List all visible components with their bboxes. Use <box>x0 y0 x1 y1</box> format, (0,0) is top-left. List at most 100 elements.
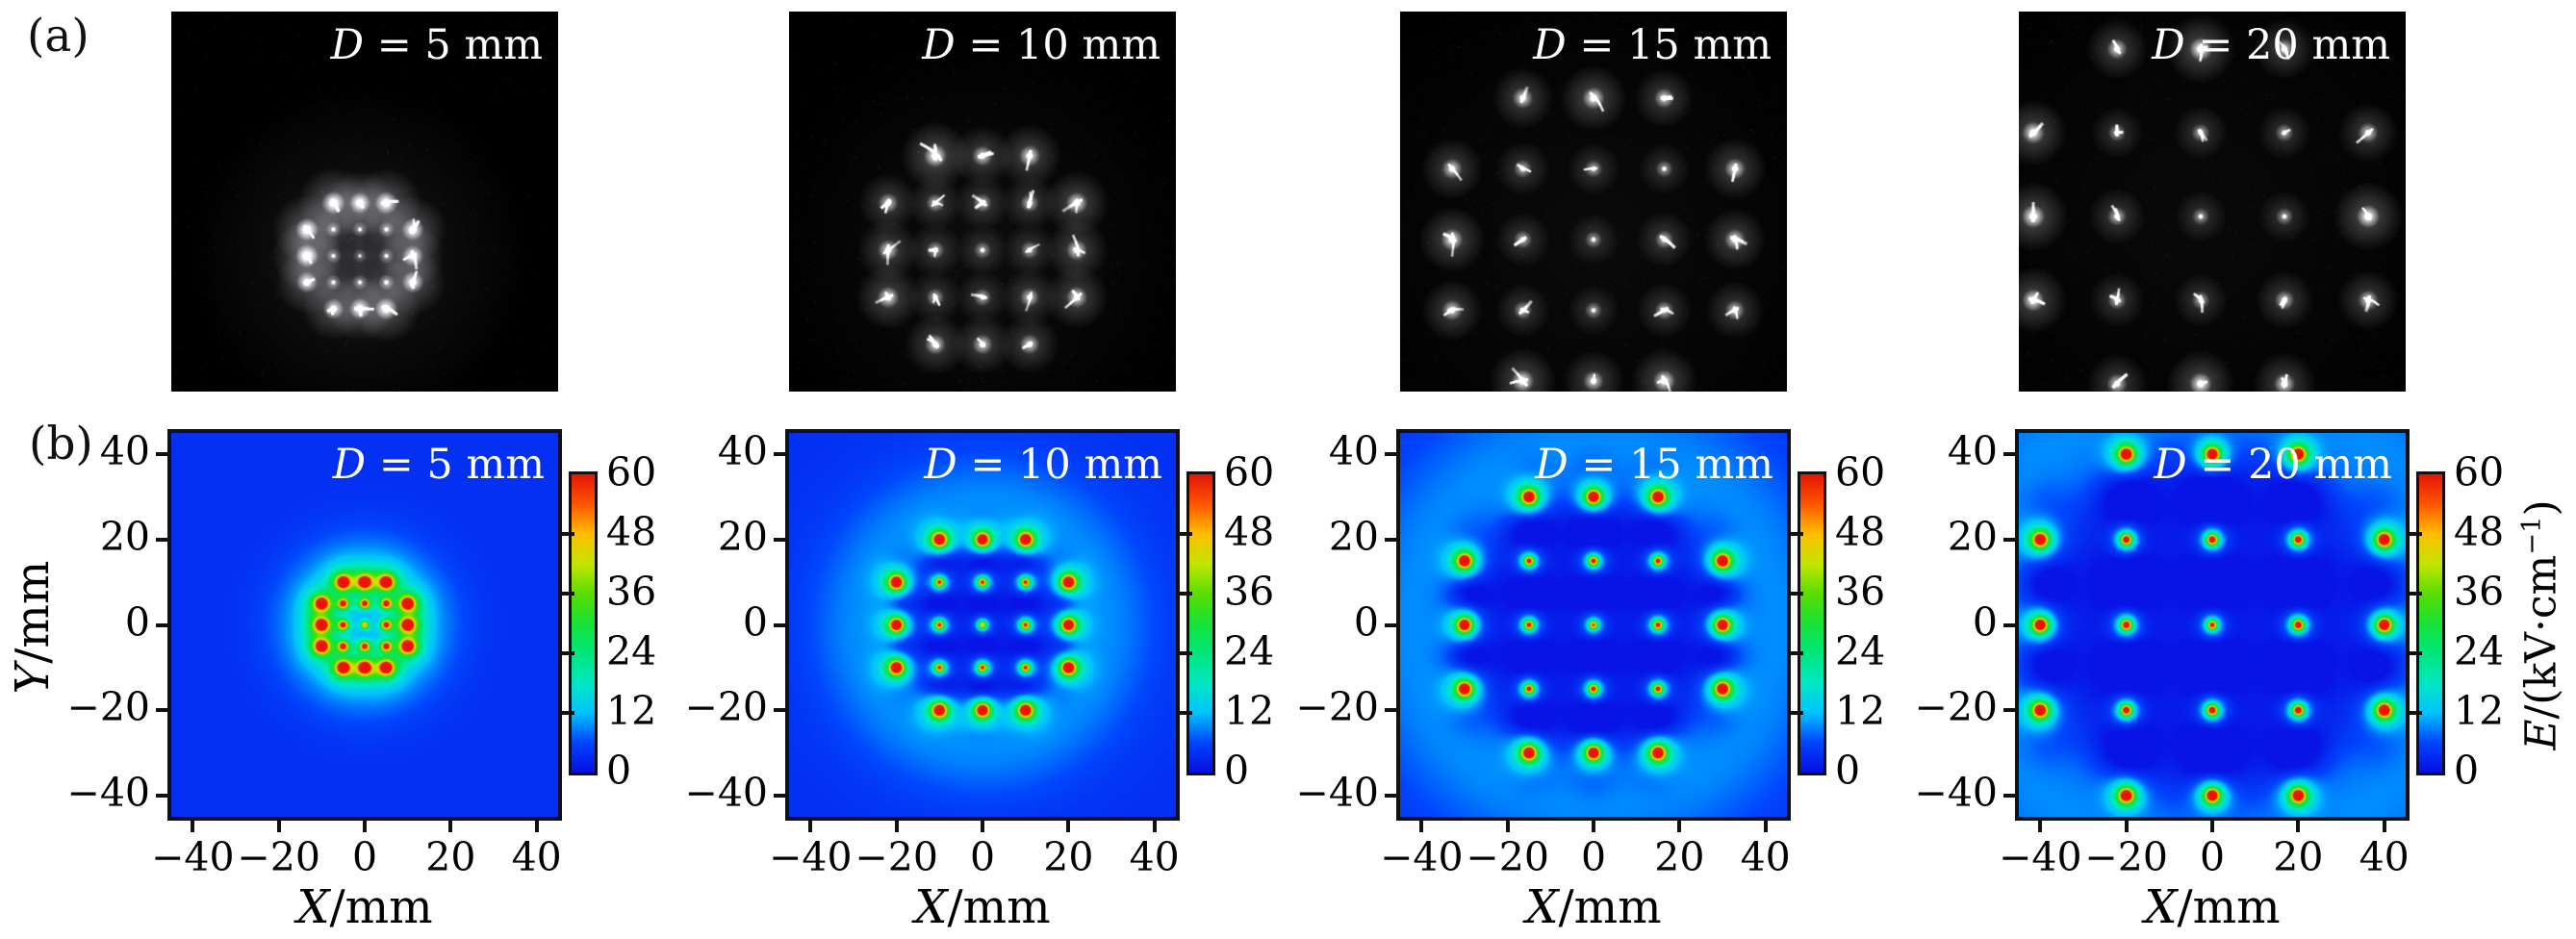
x-tick-label: −40 <box>1380 834 1464 880</box>
colorbar-tick <box>561 651 574 655</box>
colorbar-tick <box>1790 532 1803 536</box>
x-tick-label: 0 <box>969 834 996 880</box>
x-axis-variable: X <box>914 880 948 934</box>
y-tick-label: 20 <box>1328 513 1379 560</box>
field-map-panel: D = 5 mm X/mm −40 −20 0 20 40 40 20 0 −20 −40 60 48… <box>66 428 656 934</box>
x-axis-label: X/mm <box>220 880 509 934</box>
photo-title: D = 10 mm <box>922 21 1160 69</box>
y-tick-label: 0 <box>124 598 150 646</box>
x-tick-label: −40 <box>151 834 235 880</box>
x-tick <box>363 821 367 832</box>
photo-title: D = 20 mm <box>2152 21 2390 69</box>
y-tick <box>774 708 785 713</box>
x-axis-unit: /mm <box>329 880 433 934</box>
y-tick <box>156 708 167 713</box>
x-tick-label: −40 <box>769 834 853 880</box>
colorbar-axis-label: E/(kV·cm−1) <box>2517 457 2566 794</box>
discharge-photo-panel: D = 15 mm <box>1400 12 1787 392</box>
x-tick-label: 40 <box>1129 834 1180 880</box>
x-tick-label: 20 <box>1043 834 1094 880</box>
x-tick <box>1763 821 1768 832</box>
x-tick-label: 20 <box>425 834 476 880</box>
field-map-panel: D = 15 mm X/mm −40 −20 0 20 40 40 20 0 −20 −40 60 4… <box>1295 428 1885 934</box>
y-tick-label: 40 <box>99 428 150 475</box>
colorbar-exponent: −1 <box>2516 516 2547 555</box>
y-tick <box>2003 452 2015 457</box>
y-tick-label: −20 <box>66 684 150 731</box>
photo-title: D = 15 mm <box>1533 21 1772 69</box>
colorbar-tick-label: 12 <box>1224 688 1275 734</box>
colorbar-tick-label: 0 <box>606 748 632 794</box>
x-tick-label: 0 <box>351 834 378 880</box>
x-tick <box>1592 821 1595 832</box>
field-heatmap <box>1400 433 1787 817</box>
heatmap-title-value: = 20 mm <box>2186 441 2392 489</box>
heatmap-title: D = 10 mm <box>924 441 1162 489</box>
y-tick-label: −40 <box>66 769 150 816</box>
y-tick-label: 40 <box>1328 428 1379 475</box>
heatmap-title-variable: D <box>924 441 957 489</box>
photo-title-value: = 5 mm <box>364 21 543 69</box>
y-tick <box>1385 708 1396 713</box>
x-axis-variable: X <box>1525 880 1559 934</box>
colorbar-tick-label: 0 <box>2454 748 2480 794</box>
x-axis-unit: /mm <box>2177 880 2281 934</box>
x-tick <box>808 821 813 832</box>
field-heatmap <box>2019 433 2406 817</box>
y-tick-label: −20 <box>1914 684 1998 731</box>
colorbar <box>569 471 598 775</box>
y-tick <box>156 793 167 798</box>
colorbar-tick <box>1179 532 1192 536</box>
x-tick-label: 20 <box>2273 834 2324 880</box>
heatmap-title-variable: D <box>332 441 367 489</box>
photo-title-variable: D <box>1533 21 1567 69</box>
colorbar-tick <box>1790 592 1803 596</box>
x-tick-label: −20 <box>1466 834 1549 880</box>
colorbar-tick-label: 24 <box>2454 628 2505 674</box>
x-tick-label: −20 <box>854 834 938 880</box>
x-tick <box>1066 821 1071 832</box>
x-tick <box>276 821 281 832</box>
photo-title-value: = 20 mm <box>2184 21 2390 69</box>
field-heatmap <box>171 433 558 817</box>
heatmap-title-variable: D <box>1535 441 1569 489</box>
x-axis-label: X/mm <box>838 880 1127 934</box>
x-axis-unit: /mm <box>947 880 1051 934</box>
heatmap-title: D = 5 mm <box>333 441 545 489</box>
colorbar-gradient <box>572 474 595 773</box>
y-tick-label: 20 <box>717 513 768 560</box>
x-tick <box>2124 821 2129 832</box>
heatmap-title-value: = 15 mm <box>1568 441 1773 489</box>
x-tick-label: 0 <box>2199 834 2226 880</box>
heatmap-title-variable: D <box>2154 441 2187 489</box>
discharge-photo-panel: D = 20 mm <box>2019 12 2406 392</box>
x-tick <box>894 821 899 832</box>
x-tick <box>981 821 984 832</box>
y-tick-label: 0 <box>742 598 768 646</box>
colorbar-tick <box>561 711 574 715</box>
colorbar-tick-label: 24 <box>606 628 657 674</box>
y-tick-label: −40 <box>1914 769 1998 816</box>
field-map-panel: D = 10 mm X/mm −40 −20 0 20 40 40 20 0 −20 −40 60 4… <box>684 428 1274 934</box>
colorbar-tick <box>1179 651 1192 655</box>
photo-title-value: = 10 mm <box>955 21 1160 69</box>
photo-title-variable: D <box>330 21 365 69</box>
colorbar-tick <box>2409 711 2422 715</box>
y-tick <box>156 452 167 457</box>
colorbar-tick-label: 60 <box>2454 449 2505 495</box>
x-tick <box>2038 821 2043 832</box>
colorbar-gradient <box>1800 474 1824 773</box>
x-tick-label: 20 <box>1654 834 1705 880</box>
row-label-b: (b) <box>29 418 93 470</box>
colorbar-gradient <box>1189 474 1212 773</box>
colorbar-tick <box>1179 592 1192 596</box>
y-tick <box>156 537 167 542</box>
x-tick <box>2382 821 2386 832</box>
colorbar-tick <box>1790 651 1803 655</box>
colorbar-tick <box>1179 711 1192 715</box>
colorbar-tick <box>561 592 574 596</box>
y-tick <box>1385 452 1396 457</box>
y-tick-label: −40 <box>684 769 768 816</box>
x-axis-unit: /mm <box>1558 880 1662 934</box>
x-axis-variable: X <box>296 880 330 934</box>
